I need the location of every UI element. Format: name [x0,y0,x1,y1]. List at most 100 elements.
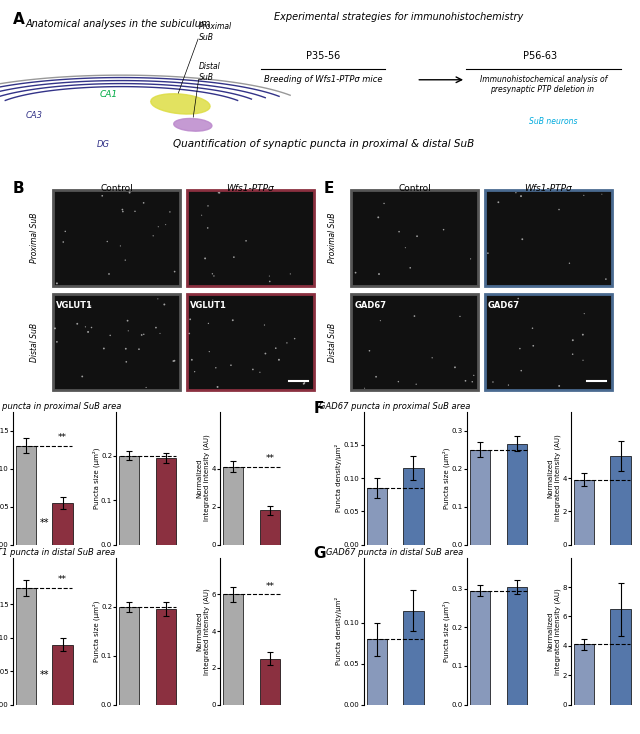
Point [374,268,384,280]
Point [130,206,140,217]
Text: Proximal SuB: Proximal SuB [328,213,337,263]
Point [515,343,525,355]
Point [493,197,504,208]
Text: DG: DG [97,140,109,150]
Point [228,251,239,263]
Bar [260,510,280,545]
Point [204,318,214,330]
Point [465,253,476,265]
Text: Control: Control [100,184,133,192]
Text: Control: Control [398,184,431,192]
Point [187,354,197,366]
Point [596,189,607,200]
Point [141,382,151,393]
Point [511,187,521,199]
Title: GAD67 puncta in proximal SuB area: GAD67 puncta in proximal SuB area [319,401,471,411]
Point [83,326,93,338]
Point [153,293,163,305]
Text: GAD67: GAD67 [355,301,387,310]
Point [373,211,383,223]
Text: P56-63: P56-63 [524,51,557,61]
Point [211,362,221,374]
Bar [367,639,387,705]
Point [189,366,200,377]
Point [117,204,127,216]
Y-axis label: Puncta size (μm²): Puncta size (μm²) [92,447,100,509]
Point [578,329,588,341]
Point [226,360,236,371]
Text: VGLUT1: VGLUT1 [189,301,227,310]
Bar [52,644,73,705]
Point [151,321,161,333]
Point [209,270,219,282]
Text: **: ** [58,434,67,443]
Point [72,318,83,330]
Point [85,300,95,312]
Point [170,266,180,277]
Point [99,343,109,355]
Bar [52,503,73,545]
Bar [403,611,424,705]
Point [123,325,133,337]
Point [115,240,125,252]
Point [601,273,611,285]
Point [153,221,163,233]
Text: Wfs1-PTPσ: Wfs1-PTPσ [227,184,274,192]
Point [200,252,210,264]
Ellipse shape [173,118,212,131]
Title: VGLUT1 puncta in distal SuB area: VGLUT1 puncta in distal SuB area [0,548,115,557]
Point [568,349,578,360]
Text: SuB neurons: SuB neurons [529,117,577,126]
Bar [156,458,176,545]
Bar [351,190,479,286]
Point [393,376,403,388]
Y-axis label: Puncta density/μm²: Puncta density/μm² [335,444,342,512]
Point [516,365,526,377]
Bar [470,449,490,545]
Bar [611,457,631,545]
Point [214,187,225,199]
Point [52,336,62,348]
Point [86,321,97,333]
Point [168,355,179,367]
Text: Distal SuB: Distal SuB [30,322,39,362]
Bar [223,595,243,705]
Bar [156,609,176,705]
Bar [573,480,594,545]
Text: Quantification of synaptic puncta in proximal & distal SuB: Quantification of synaptic puncta in pro… [173,139,474,149]
Title: VGLUT1 puncta in proximal SuB area: VGLUT1 puncta in proximal SuB area [0,401,122,411]
Point [438,224,449,236]
Point [207,268,218,280]
Point [203,200,213,212]
Text: Proximal SuB: Proximal SuB [30,213,39,263]
Point [274,354,284,366]
Point [248,363,258,375]
Text: VGLUT1: VGLUT1 [56,301,93,310]
Text: Distal SuB: Distal SuB [328,322,337,362]
Point [285,268,296,280]
Point [122,315,132,327]
Bar [403,468,424,545]
Text: F: F [314,401,324,416]
Point [579,308,589,319]
Y-axis label: Puncta size (μm²): Puncta size (μm²) [443,447,451,509]
Text: Proximal
SuB: Proximal SuB [199,22,232,42]
Text: Distal
SuB: Distal SuB [199,62,221,81]
Point [360,382,370,394]
Point [289,333,300,344]
Point [136,329,147,341]
Point [213,187,223,199]
Point [568,335,578,346]
Bar [507,444,527,545]
Title: GAD67 puncta in distal SuB area: GAD67 puncta in distal SuB area [326,548,464,557]
Point [450,361,460,373]
Point [121,343,131,355]
Point [212,381,223,393]
Point [371,371,381,382]
Point [120,254,131,266]
Point [460,375,470,387]
Point [405,262,415,274]
Bar [53,190,180,286]
Point [578,355,588,366]
Point [185,313,195,325]
